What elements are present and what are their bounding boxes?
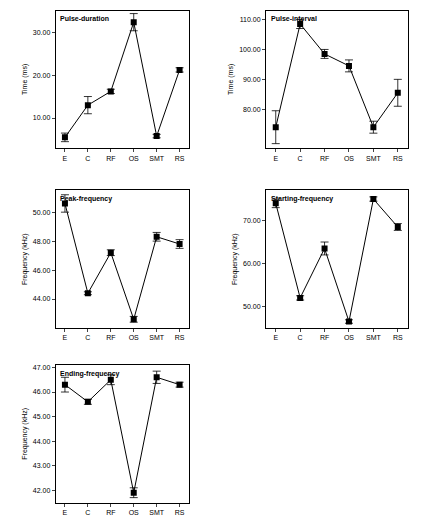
svg-text:C: C (85, 155, 90, 162)
svg-text:SMT: SMT (149, 155, 165, 162)
svg-text:RF: RF (320, 155, 329, 162)
svg-text:Pulse-duration: Pulse-duration (60, 15, 109, 22)
svg-text:Time (ms): Time (ms) (227, 64, 235, 95)
svg-text:46.00: 46.00 (33, 388, 51, 395)
svg-text:RF: RF (106, 334, 115, 341)
svg-text:E: E (273, 334, 278, 341)
svg-text:RS: RS (175, 334, 185, 341)
svg-text:RF: RF (106, 155, 115, 162)
svg-text:47.00: 47.00 (33, 364, 51, 371)
svg-text:RS: RS (175, 509, 185, 516)
svg-text:OS: OS (129, 509, 139, 516)
svg-text:E: E (63, 509, 68, 516)
svg-text:SMT: SMT (149, 334, 165, 341)
svg-text:RS: RS (175, 155, 185, 162)
svg-text:Ending-frequency: Ending-frequency (60, 370, 120, 378)
svg-text:Frequency (kHz): Frequency (kHz) (21, 408, 29, 460)
svg-text:Frequency (kHz): Frequency (kHz) (231, 233, 239, 285)
svg-text:Starting-frequency: Starting-frequency (271, 195, 333, 203)
svg-text:43.00: 43.00 (33, 462, 51, 469)
svg-text:C: C (85, 334, 90, 341)
svg-text:70.00: 70.00 (243, 217, 261, 224)
svg-text:50.00: 50.00 (243, 303, 261, 310)
svg-text:RS: RS (393, 155, 403, 162)
svg-text:100.00: 100.00 (239, 46, 261, 53)
svg-text:20.00: 20.00 (33, 72, 51, 79)
svg-text:RF: RF (106, 509, 115, 516)
svg-text:10.00: 10.00 (33, 114, 51, 121)
svg-text:E: E (63, 334, 68, 341)
svg-text:C: C (298, 155, 303, 162)
svg-text:30.00: 30.00 (33, 29, 51, 36)
svg-text:46.00: 46.00 (33, 267, 51, 274)
svg-text:Frequency (kHz): Frequency (kHz) (21, 233, 29, 285)
svg-text:OS: OS (344, 334, 354, 341)
svg-text:Pulse-interval: Pulse-interval (271, 15, 317, 22)
svg-text:Peak-frequency: Peak-frequency (60, 195, 112, 203)
svg-text:90.00: 90.00 (243, 76, 261, 83)
svg-text:45.00: 45.00 (33, 413, 51, 420)
svg-text:RS: RS (393, 334, 403, 341)
svg-text:E: E (273, 155, 278, 162)
svg-text:48.00: 48.00 (33, 238, 51, 245)
svg-text:SMT: SMT (149, 509, 165, 516)
svg-text:OS: OS (344, 155, 354, 162)
svg-text:E: E (63, 155, 68, 162)
svg-text:80.00: 80.00 (243, 106, 261, 113)
svg-text:44.00: 44.00 (33, 295, 51, 302)
svg-text:60.00: 60.00 (243, 260, 261, 267)
svg-text:RF: RF (320, 334, 329, 341)
svg-text:OS: OS (129, 334, 139, 341)
svg-text:42.00: 42.00 (33, 487, 51, 494)
svg-text:SMT: SMT (366, 155, 382, 162)
svg-text:110.00: 110.00 (240, 16, 261, 23)
svg-text:Time (ms): Time (ms) (21, 64, 29, 95)
svg-text:C: C (85, 509, 90, 516)
svg-text:44.00: 44.00 (33, 438, 51, 445)
svg-text:OS: OS (129, 155, 139, 162)
svg-text:SMT: SMT (366, 334, 382, 341)
svg-text:C: C (298, 334, 303, 341)
svg-text:50.00: 50.00 (33, 209, 51, 216)
